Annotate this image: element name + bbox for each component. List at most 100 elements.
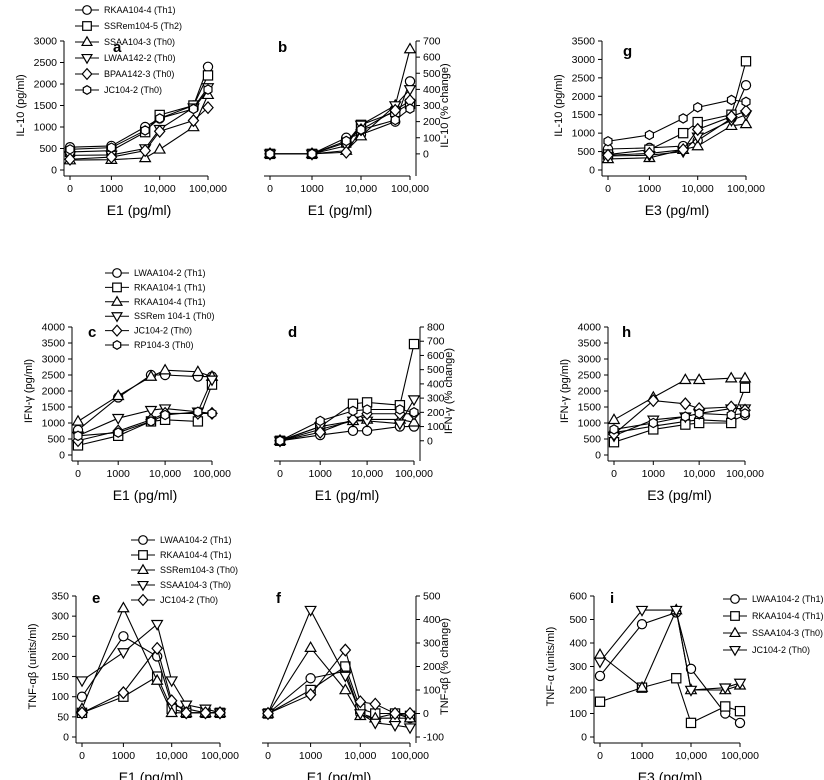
data-point: [693, 102, 703, 113]
data-point: [643, 146, 656, 161]
legend-marker: [111, 295, 123, 306]
data-point: [265, 148, 275, 160]
x-tick-label: 10,000: [675, 750, 707, 762]
y-tick-label: 2500: [578, 370, 602, 382]
x-tick-label: 0: [605, 183, 611, 195]
legend-label: RP104-3 (Th0): [134, 340, 194, 350]
series: [593, 605, 747, 697]
data-point: [153, 124, 166, 138]
series: [603, 94, 751, 147]
y-tick-label: 300: [423, 100, 441, 112]
data-point: [648, 417, 658, 429]
x-axis-label: E1 (pg/ml): [107, 202, 172, 218]
data-point: [678, 113, 688, 124]
data-point: [304, 605, 317, 617]
data-point: [404, 706, 416, 721]
legend-label: LWAA104-2 (Th1): [752, 594, 824, 604]
legend-label: LWAA104-2 (Th1): [134, 268, 206, 278]
legend-marker: [729, 645, 741, 657]
data-point: [202, 61, 214, 73]
y-axis-label: IL-10 (% change): [439, 63, 451, 147]
data-point: [403, 85, 417, 97]
legend-marker: [730, 611, 740, 621]
y-axis-label: TNF-α (units/ml): [545, 627, 557, 707]
chart-b: 0 100 200 300 400 500 600 700 0 1000 10,000 100,000…: [263, 36, 451, 218]
series: [75, 619, 227, 720]
data-point: [117, 601, 130, 613]
legend-label: SSRem104-5 (Th2): [104, 21, 182, 31]
y-tick-label: 3500: [572, 36, 596, 48]
data-point: [594, 696, 606, 707]
data-point: [738, 371, 752, 383]
y-tick-label: 600: [569, 591, 587, 603]
x-tick-label: 100,000: [201, 750, 239, 762]
panel-label: e: [92, 590, 100, 607]
series: [64, 70, 214, 158]
legend-label: JC104-2 (Th0): [160, 595, 218, 605]
y-tick-label: 500: [569, 614, 587, 626]
data-point: [340, 145, 353, 159]
y-tick-label: 3000: [578, 354, 602, 366]
legend-label: SSAA104-3 (Th0): [160, 580, 231, 590]
series-line: [599, 611, 741, 724]
series-line: [77, 411, 213, 437]
y-tick-label: 3000: [34, 36, 58, 48]
data-point: [403, 42, 417, 54]
data-point: [105, 150, 118, 164]
x-tick-label: 100,000: [391, 750, 429, 762]
y-tick-label: 0: [423, 708, 429, 720]
data-point: [165, 676, 179, 688]
x-tick-label: 10,000: [156, 750, 188, 762]
data-point: [740, 80, 752, 91]
data-point: [113, 427, 123, 438]
chart-f: -100 0 100 200 300 400 500 0 1000 10,000 100,000 E1…: [261, 590, 451, 780]
legend-label: RKAA104-4 (Th1): [160, 550, 232, 560]
legend-marker: [112, 268, 122, 278]
x-tick-label: 1000: [299, 750, 323, 762]
y-tick-label: 2000: [42, 386, 66, 398]
x-tick-label: 10,000: [345, 183, 377, 195]
data-point: [117, 648, 130, 660]
data-point: [347, 425, 359, 437]
panel-label: i: [610, 590, 614, 607]
data-point: [404, 76, 416, 87]
series: [73, 406, 217, 442]
y-axis-label: IFN-γ (pg/ml): [559, 359, 571, 423]
x-axis-label: E3 (pg/ml): [647, 487, 712, 503]
x-tick-label: 100,000: [189, 183, 227, 195]
y-tick-label: 1000: [42, 418, 66, 430]
data-point: [165, 694, 178, 708]
panel-label: f: [276, 590, 282, 607]
data-point: [207, 408, 217, 419]
y-tick-label: 3000: [572, 54, 596, 66]
panel-label: a: [113, 39, 122, 56]
x-tick-label: 10,000: [344, 750, 376, 762]
data-point: [315, 415, 325, 427]
x-tick-label: 100,000: [391, 183, 429, 195]
y-tick-label: 500: [423, 591, 441, 603]
legend-marker: [137, 593, 149, 607]
data-point: [199, 706, 212, 720]
legend-label: BPAA142-3 (Th0): [104, 69, 174, 79]
y-tick-label: 500: [47, 434, 65, 446]
y-tick-label: 300: [51, 611, 69, 623]
legend-marker: [81, 35, 93, 47]
y-axis-label: IFN-γ (% change): [443, 348, 455, 434]
data-point: [179, 700, 193, 712]
y-tick-label: 500: [423, 68, 441, 80]
series: [71, 363, 219, 426]
legend: LWAA104-2 (Th1) RKAA104-4 (Th1) SSAA104-3 …: [723, 594, 824, 657]
data-point: [151, 641, 164, 656]
data-point: [305, 673, 316, 684]
panel-label: h: [622, 324, 631, 341]
data-point: [71, 414, 85, 426]
series: [602, 56, 752, 160]
data-point: [692, 373, 706, 385]
data-point: [76, 706, 88, 720]
legend-marker: [111, 312, 123, 323]
y-tick-label: 400: [423, 84, 441, 96]
legend-marker: [111, 324, 123, 337]
legend-label: LWAA142-2 (Th0): [104, 53, 176, 63]
data-point: [403, 723, 417, 735]
data-point: [153, 142, 167, 154]
